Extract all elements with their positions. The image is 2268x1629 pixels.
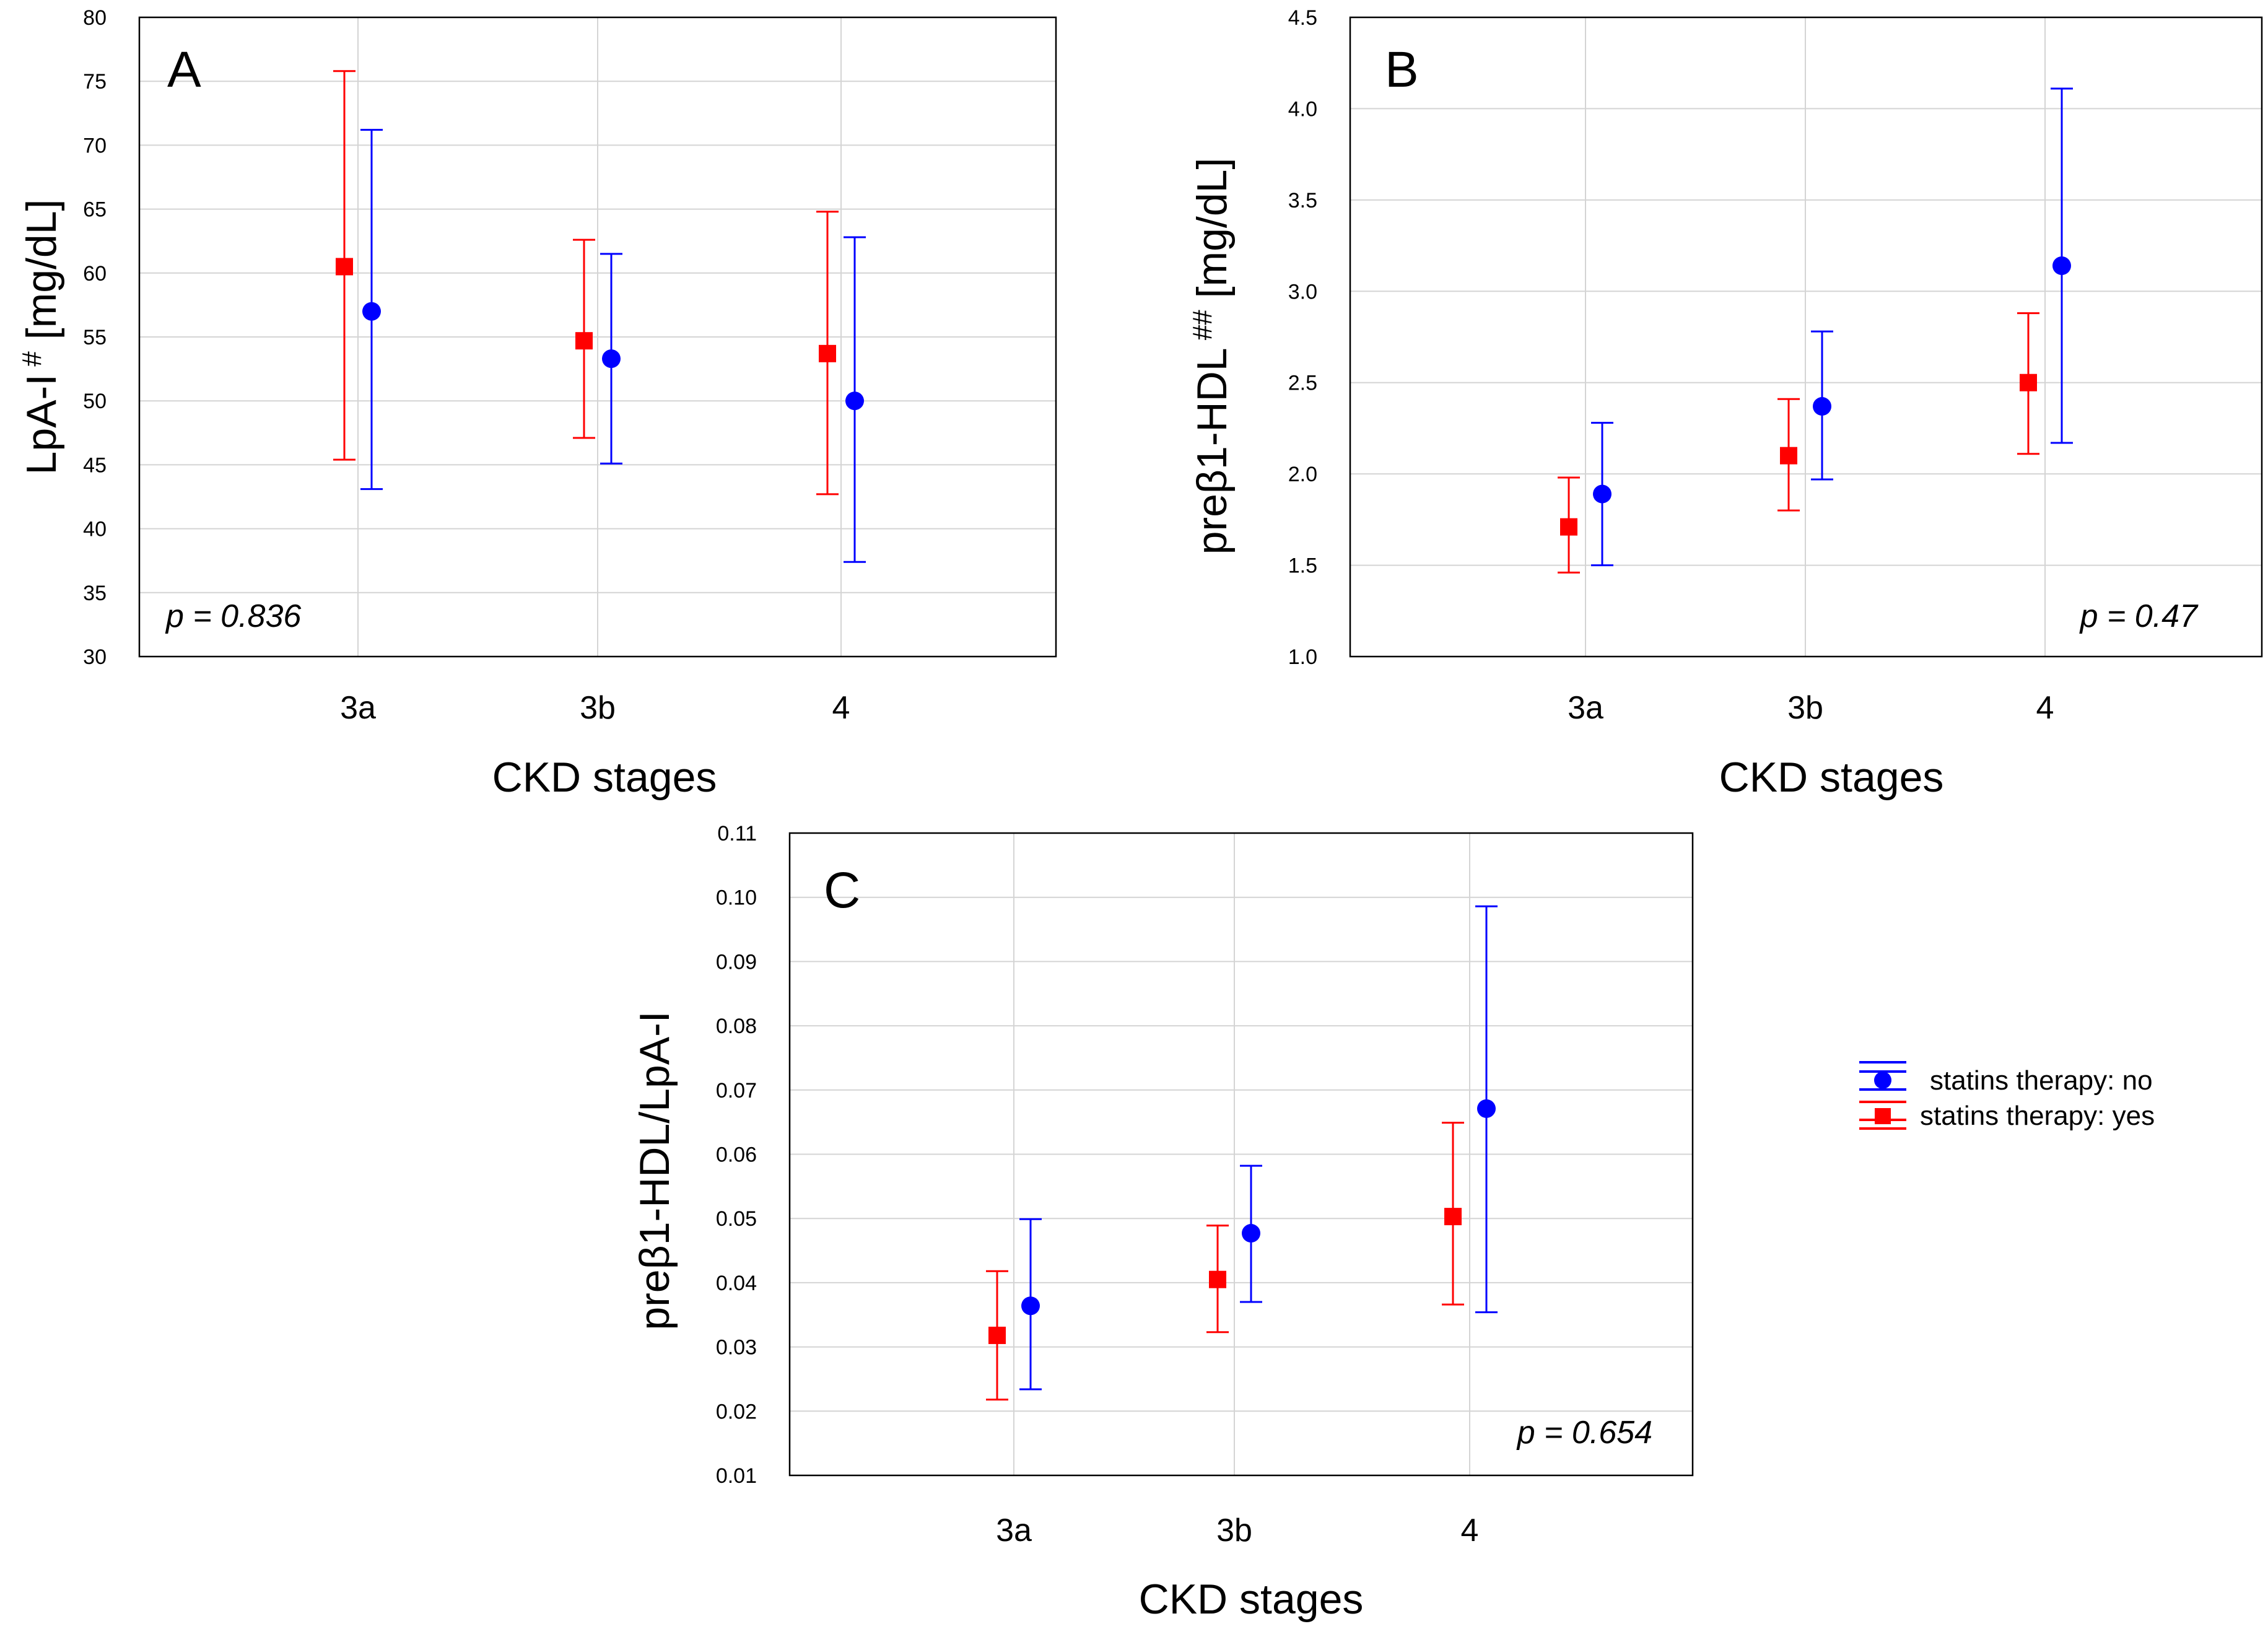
y-tick-label: 0.09 <box>716 950 757 974</box>
y-tick-label: 0.11 <box>717 822 757 845</box>
data-point-circle <box>845 391 864 411</box>
data-point-circle <box>1021 1296 1040 1316</box>
y-tick-label: 35 <box>83 582 107 605</box>
y-tick-label: 1.0 <box>1288 645 1317 669</box>
y-tick-label: 80 <box>83 6 107 30</box>
y-tick-label: 65 <box>83 198 107 222</box>
plot-frame <box>788 832 1694 1477</box>
y-axis-label: LpA-I # [mg/dL] <box>17 199 65 475</box>
data-point-circle <box>1813 397 1831 416</box>
data-point-circle <box>2052 256 2071 276</box>
data-point-circle <box>362 302 381 321</box>
p-value-label: p = 0.47 <box>2079 598 2199 634</box>
data-point-square <box>2020 373 2037 391</box>
y-tick-label: 4.5 <box>1288 6 1317 30</box>
y-tick-label: 0.01 <box>716 1464 757 1488</box>
y-axis-label: preβ1-HDL/LpA-I <box>631 1011 678 1330</box>
y-tick-label: 45 <box>83 453 107 477</box>
y-tick-label: 0.10 <box>716 886 757 910</box>
y-tick-label: 1.5 <box>1288 554 1317 578</box>
panel-letter: C <box>824 862 860 919</box>
data-point-square <box>1560 518 1577 536</box>
panel-a: 30 35 40 45 50 55 60 65 70 75 80 3a 3b 4 CKD stages LpA… <box>17 6 1057 801</box>
y-tick-label: 4.0 <box>1288 97 1317 121</box>
series-statins-yes <box>333 70 839 496</box>
data-point-circle <box>1242 1224 1260 1243</box>
x-axis-label: CKD stages <box>1719 754 1944 801</box>
y-tick-label: 60 <box>83 262 107 286</box>
x-tick-label: 3a <box>1568 690 1603 726</box>
y-tick-label: 0.04 <box>716 1272 757 1295</box>
x-tick-label: 4 <box>2036 690 2054 726</box>
x-tick-label: 3b <box>1787 690 1823 726</box>
y-tick-label: 0.02 <box>716 1400 757 1423</box>
series-statins-yes <box>986 1122 1464 1401</box>
series-statins-no <box>1591 87 2073 567</box>
x-tick-label: 3b <box>580 690 616 726</box>
x-tick-label: 3a <box>996 1513 1032 1548</box>
y-tick-label: 50 <box>83 390 107 413</box>
data-point-square <box>1209 1270 1226 1288</box>
series-statins-yes <box>1558 312 2039 574</box>
y-tick-label: 3.0 <box>1288 280 1317 304</box>
series-statins-no <box>1019 905 1498 1391</box>
x-tick-label: 3a <box>340 690 376 726</box>
panel-letter: A <box>167 41 201 98</box>
y-tick-label: 2.5 <box>1288 372 1317 395</box>
y-tick-label: 0.06 <box>716 1143 757 1167</box>
y-tick-label: 55 <box>83 326 107 349</box>
y-tick-label: 0.05 <box>716 1207 757 1231</box>
y-tick-label: 75 <box>83 70 107 94</box>
x-tick-label: 4 <box>832 690 850 726</box>
y-tick-label: 0.08 <box>716 1015 757 1038</box>
data-point-circle <box>602 349 621 369</box>
panel-c: 0.01 0.02 0.03 0.04 0.05 0.06 0.07 0.08 0.09 0.10… <box>631 822 1694 1623</box>
y-tick-label: 70 <box>83 134 107 157</box>
panel-b: 1.0 1.5 2.0 2.5 3.0 3.5 4.0 4.5 3a 3b 4 CKD stages p… <box>1187 6 2263 801</box>
legend: statins therapy: no statins therapy: yes <box>1859 1061 2155 1131</box>
data-point-circle <box>1593 484 1612 504</box>
y-tick-label: 30 <box>83 645 107 669</box>
x-tick-label: 4 <box>1461 1513 1479 1548</box>
data-point-square <box>988 1326 1006 1344</box>
x-axis-label: CKD stages <box>1139 1576 1364 1623</box>
x-axis-label: CKD stages <box>492 754 717 801</box>
y-tick-label: 0.03 <box>716 1336 757 1360</box>
y-tick-label: 0.07 <box>716 1079 757 1103</box>
y-tick-label: 3.5 <box>1288 189 1317 212</box>
x-tick-label: 3b <box>1216 1513 1252 1548</box>
legend-marker-no <box>1859 1061 1906 1091</box>
legend-marker-yes <box>1859 1101 1906 1130</box>
legend-label-yes: statins therapy: yes <box>1920 1101 2155 1131</box>
data-point-square <box>1780 447 1797 465</box>
data-point-square <box>819 344 836 362</box>
panel-letter: B <box>1385 41 1419 98</box>
data-point-square <box>1444 1208 1462 1226</box>
y-axis-label: preβ1-HDL ## [mg/dL] <box>1187 158 1236 555</box>
p-value-label: p = 0.654 <box>1516 1415 1652 1451</box>
data-point-square <box>336 258 353 276</box>
y-tick-label: 2.0 <box>1288 463 1317 486</box>
series-statins-no <box>360 129 866 563</box>
data-point-circle <box>1477 1099 1496 1118</box>
plot-frame <box>1349 16 2263 658</box>
legend-label-no: statins therapy: no <box>1930 1065 2153 1096</box>
plot-frame <box>138 16 1057 658</box>
data-point-square <box>575 332 593 350</box>
p-value-label: p = 0.836 <box>165 598 301 634</box>
y-tick-label: 40 <box>83 518 107 541</box>
